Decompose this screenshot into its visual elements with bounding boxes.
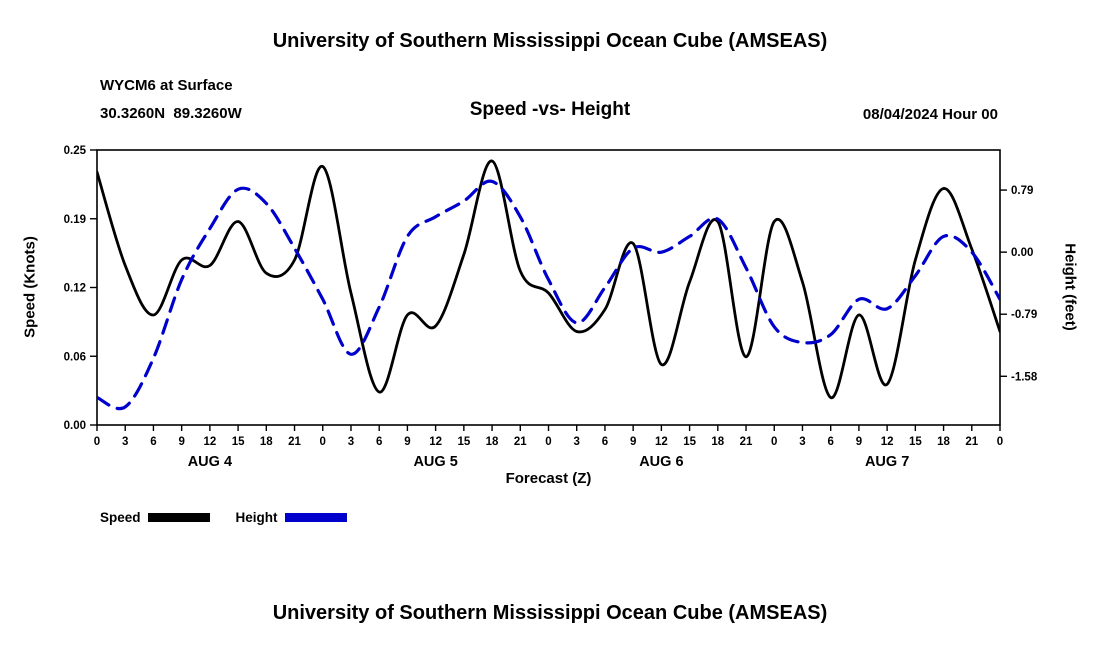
day-label: AUG 4 <box>188 454 232 470</box>
x-tick-label: 15 <box>683 436 696 448</box>
legend-speed-label: Speed <box>100 510 141 525</box>
speed-line <box>97 159 1000 399</box>
x-tick-label: 0 <box>771 436 777 448</box>
day-label: AUG 7 <box>865 454 909 470</box>
x-tick-label: 18 <box>260 436 273 448</box>
legend: Speed Height <box>100 510 347 525</box>
x-axis-title: Forecast (Z) <box>505 470 592 487</box>
x-tick-label: 9 <box>856 436 862 448</box>
right-tick-label: 0.79 <box>1011 185 1033 197</box>
right-tick-label: 0.00 <box>1011 247 1033 259</box>
x-tick-label: 0 <box>94 436 100 448</box>
x-tick-label: 0 <box>545 436 551 448</box>
plot-subtitle: Speed -vs- Height <box>469 99 631 120</box>
datetime-label: 08/04/2024 Hour 00 <box>862 106 998 123</box>
x-tick-label: 0 <box>320 436 326 448</box>
x-tick-label: 0 <box>997 436 1003 448</box>
plot-frame <box>96 149 1001 426</box>
right-tick-label: -0.79 <box>1011 309 1037 321</box>
left-axis-title: Speed (Knots) <box>21 236 39 338</box>
x-tick-label: 6 <box>602 436 608 448</box>
x-tick-label: 3 <box>799 436 805 448</box>
day-label: AUG 6 <box>639 454 683 470</box>
x-tick-label: 21 <box>740 436 753 448</box>
chart-title-top: University of Southern Mississippi Ocean… <box>272 30 828 52</box>
x-tick-label: 12 <box>881 436 894 448</box>
legend-height-label: Height <box>235 510 278 525</box>
station-label: WYCM6 at Surface <box>100 77 233 94</box>
x-tick-label: 3 <box>348 436 354 448</box>
x-tick-label: 18 <box>711 436 724 448</box>
x-tick-label: 18 <box>486 436 499 448</box>
x-tick-label: 9 <box>178 436 184 448</box>
day-label: AUG 5 <box>413 454 457 470</box>
x-tick-label: 18 <box>937 436 950 448</box>
left-tick-label: 0.00 <box>64 420 86 432</box>
x-tick-label: 15 <box>457 436 470 448</box>
x-tick-label: 6 <box>150 436 156 448</box>
left-tick-label: 0.19 <box>64 214 86 226</box>
x-tick-label: 6 <box>376 436 382 448</box>
x-tick-label: 6 <box>827 436 833 448</box>
left-tick-label: 0.12 <box>64 283 86 295</box>
x-tick-label: 12 <box>429 436 442 448</box>
x-tick-label: 15 <box>232 436 245 448</box>
left-tick-label: 0.06 <box>64 351 86 363</box>
x-tick-label: 3 <box>574 436 580 448</box>
chart-title-bottom: University of Southern Mississippi Ocean… <box>272 602 828 624</box>
x-tick-label: 9 <box>404 436 410 448</box>
x-tick-label: 3 <box>122 436 128 448</box>
x-tick-label: 12 <box>655 436 668 448</box>
left-tick-label: 0.25 <box>64 145 87 157</box>
legend-height-swatch <box>284 513 347 522</box>
height-line <box>97 179 1000 411</box>
right-axis-title: Height (feet) <box>1061 243 1079 331</box>
right-tick-label: -1.58 <box>1011 371 1038 383</box>
coordinates-label: 30.3260N 89.3260W <box>100 105 242 122</box>
legend-speed-swatch <box>147 513 210 522</box>
x-tick-label: 21 <box>514 436 527 448</box>
x-tick-label: 9 <box>630 436 636 448</box>
x-tick-label: 21 <box>288 436 301 448</box>
x-tick-label: 15 <box>909 436 922 448</box>
x-tick-label: 12 <box>203 436 216 448</box>
x-tick-label: 21 <box>965 436 978 448</box>
